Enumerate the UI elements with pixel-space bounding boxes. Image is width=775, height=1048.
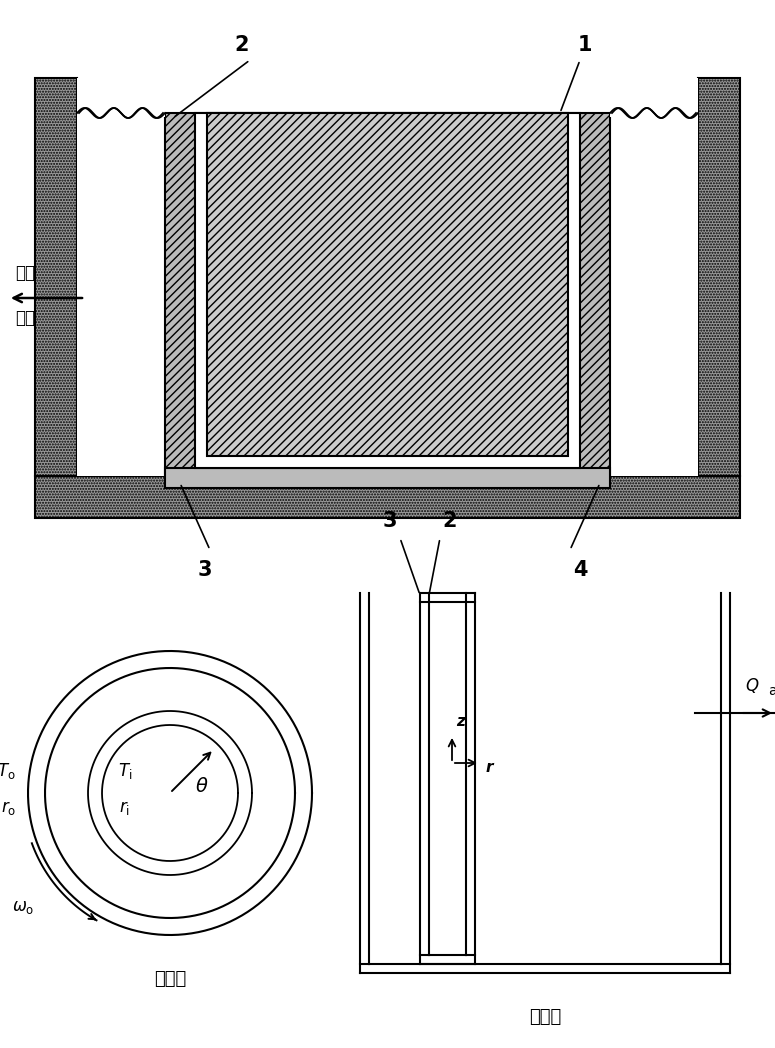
Bar [35, 476, 740, 518]
Text: 2: 2 [443, 511, 457, 531]
Bar [165, 468, 610, 488]
Text: $T_{\mathrm{o}}$: $T_{\mathrm{o}}$ [0, 761, 16, 781]
Text: 1: 1 [577, 35, 592, 54]
Text: z: z [456, 714, 465, 729]
Bar [35, 78, 77, 476]
Bar [77, 78, 698, 476]
Text: $r_{\mathrm{i}}$: $r_{\mathrm{i}}$ [119, 799, 130, 817]
Text: ac: ac [768, 684, 775, 698]
Text: $\theta$: $\theta$ [195, 778, 208, 796]
Text: 俧视图: 俧视图 [154, 970, 186, 988]
Bar [698, 78, 740, 476]
Text: $r_{\mathrm{o}}$: $r_{\mathrm{o}}$ [1, 799, 16, 817]
Text: 4: 4 [573, 560, 587, 580]
Text: 2: 2 [235, 35, 250, 54]
Text: 热流: 热流 [15, 264, 35, 282]
Text: $Q$: $Q$ [745, 676, 760, 695]
Text: $T_{\mathrm{i}}$: $T_{\mathrm{i}}$ [118, 761, 133, 781]
Text: 3: 3 [383, 511, 398, 531]
Bar [195, 113, 580, 468]
Bar [610, 105, 698, 117]
Text: 侧视图: 侧视图 [529, 1008, 561, 1026]
Text: 3: 3 [198, 560, 212, 580]
Bar [77, 105, 165, 117]
Bar [207, 113, 568, 456]
Text: 方向: 方向 [15, 309, 35, 327]
Text: r: r [486, 760, 494, 774]
Text: $\omega_{\mathrm{o}}$: $\omega_{\mathrm{o}}$ [12, 898, 34, 916]
Bar [165, 113, 610, 488]
